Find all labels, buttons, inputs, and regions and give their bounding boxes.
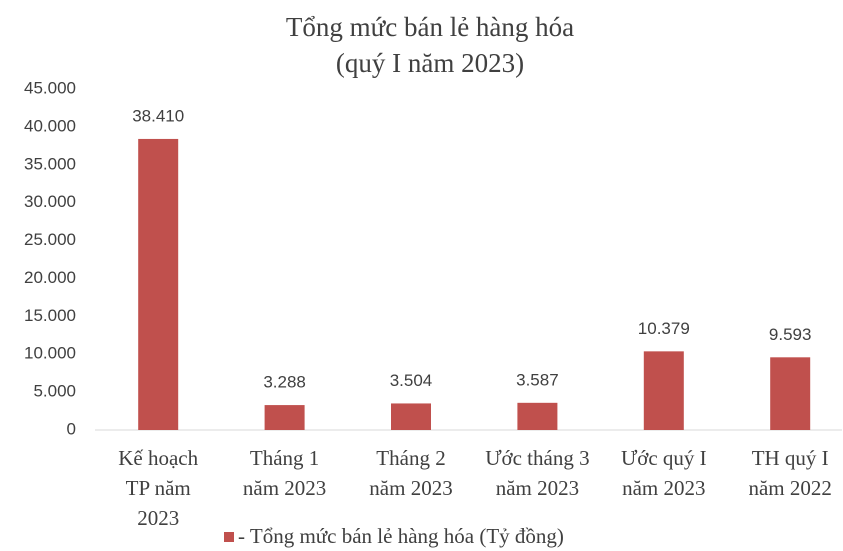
x-tick-label: năm 2023 [243,476,326,500]
x-tick-label: Kế hoạch [118,446,198,470]
x-tick-label: Tháng 1 [250,446,319,470]
y-tick-label: 20.000 [24,268,76,287]
bar [391,403,431,430]
chart-title: Tổng mức bán lẻ hàng hóa [286,12,574,42]
y-tick-label: 35.000 [24,154,76,173]
x-tick-label: năm 2023 [622,476,705,500]
legend-swatch [224,532,234,542]
bar [643,351,684,430]
x-tick-label: năm 2022 [748,476,831,500]
data-label: 3.587 [516,370,559,389]
y-tick-label: 15.000 [24,306,76,325]
x-tick-label: Ước tháng 3 [485,446,589,470]
x-tick-label: Ước quý I [621,446,707,470]
y-tick-label: 5.000 [33,382,76,401]
y-tick-label: 45.000 [24,78,76,97]
bar [770,357,811,430]
data-label: 9.593 [769,325,812,344]
x-tick-label: 2023 [137,506,179,530]
data-label: 38.410 [132,106,184,125]
legend-label: - Tổng mức bán lẻ hàng hóa (Tỷ đồng) [238,524,564,548]
data-label: 3.288 [263,373,306,392]
y-tick-label: 30.000 [24,192,76,211]
x-tick-label: Tháng 2 [376,446,445,470]
data-label: 10.379 [638,319,690,338]
y-tick-label: 10.000 [24,344,76,363]
y-tick-label: 0 [67,419,76,438]
data-label: 3.504 [390,371,433,390]
x-tick-label: TP năm [126,476,191,500]
bar [517,402,558,430]
y-tick-label: 25.000 [24,230,76,249]
bar [138,138,179,430]
x-tick-label: năm 2023 [369,476,452,500]
bar [264,405,305,430]
chart-subtitle: (quý I năm 2023) [336,48,524,78]
x-tick-label: năm 2023 [496,476,579,500]
y-tick-label: 40.000 [24,116,76,135]
x-tick-label: TH quý I [752,446,829,470]
